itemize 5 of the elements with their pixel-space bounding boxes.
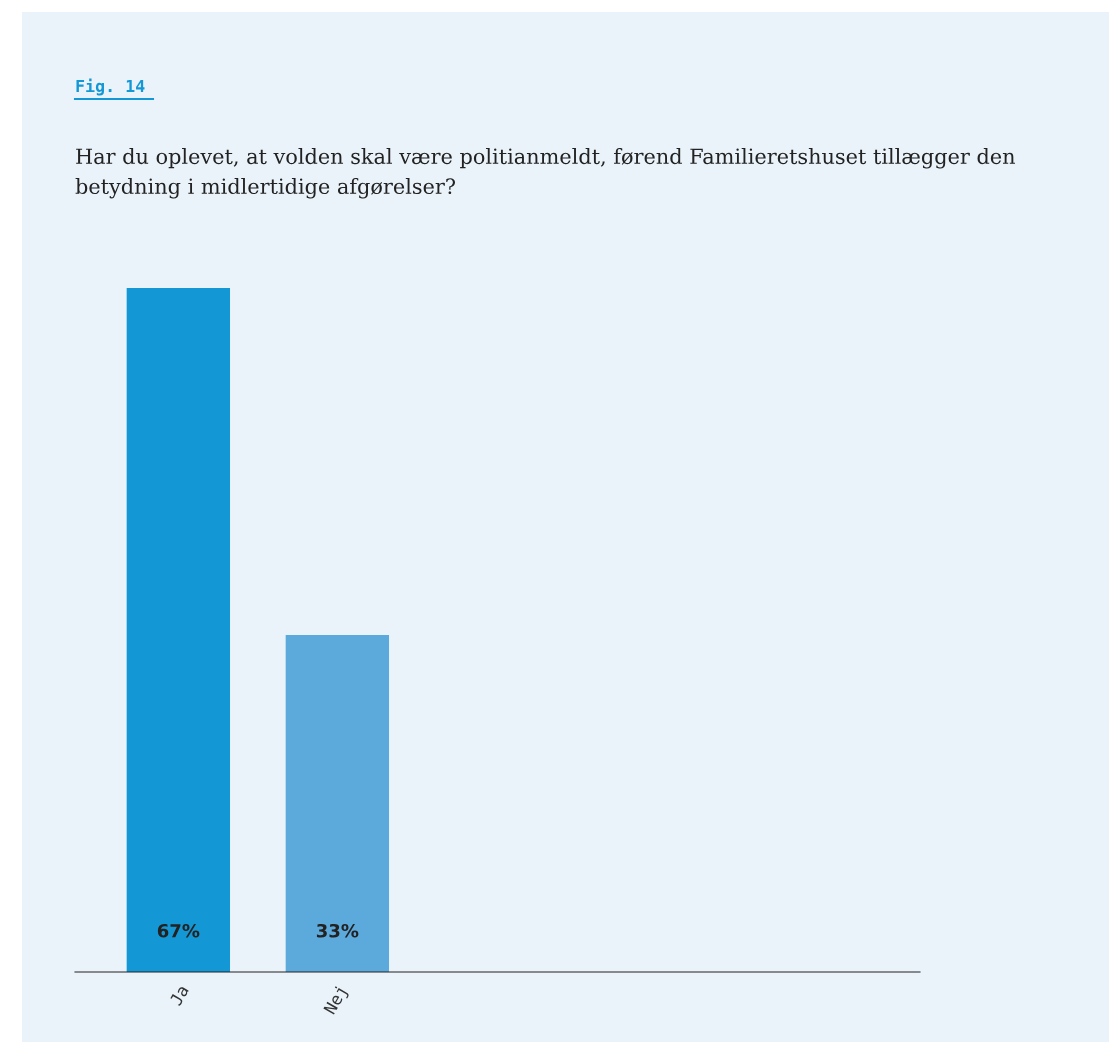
data-label: 33%	[316, 923, 359, 938]
data-label: 67%	[157, 923, 200, 938]
x-tick-label: Ja	[169, 984, 189, 1007]
text: Har du oplevet, at volden skal være politianmeldt, førend Familieretshuset tillægger den betydning i midlertidige afgørelser?	[75, 148, 1015, 199]
chart-title: Fig. 14	[76, 78, 145, 96]
